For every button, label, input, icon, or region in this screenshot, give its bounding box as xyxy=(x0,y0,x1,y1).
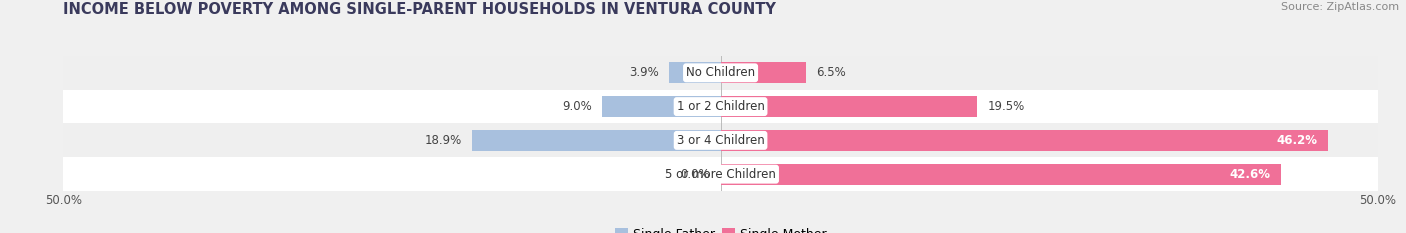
Bar xyxy=(472,130,721,151)
Bar xyxy=(602,96,721,117)
Text: 3 or 4 Children: 3 or 4 Children xyxy=(676,134,765,147)
Bar xyxy=(63,157,1378,191)
Bar xyxy=(721,62,806,83)
Bar xyxy=(721,130,1327,151)
Text: 18.9%: 18.9% xyxy=(425,134,461,147)
Legend: Single Father, Single Mother: Single Father, Single Mother xyxy=(610,223,831,233)
Text: 0.0%: 0.0% xyxy=(681,168,710,181)
Bar xyxy=(63,123,1378,157)
Bar xyxy=(721,164,1281,185)
Text: No Children: No Children xyxy=(686,66,755,79)
Text: Source: ZipAtlas.com: Source: ZipAtlas.com xyxy=(1281,2,1399,12)
Text: 6.5%: 6.5% xyxy=(817,66,846,79)
Text: 9.0%: 9.0% xyxy=(562,100,592,113)
Text: INCOME BELOW POVERTY AMONG SINGLE-PARENT HOUSEHOLDS IN VENTURA COUNTY: INCOME BELOW POVERTY AMONG SINGLE-PARENT… xyxy=(63,2,776,17)
Text: 1 or 2 Children: 1 or 2 Children xyxy=(676,100,765,113)
Text: 19.5%: 19.5% xyxy=(987,100,1025,113)
Bar xyxy=(721,96,977,117)
Text: 3.9%: 3.9% xyxy=(628,66,659,79)
Bar xyxy=(63,56,1378,90)
Bar xyxy=(669,62,721,83)
Text: 42.6%: 42.6% xyxy=(1229,168,1270,181)
Text: 5 or more Children: 5 or more Children xyxy=(665,168,776,181)
Bar xyxy=(63,90,1378,123)
Text: 46.2%: 46.2% xyxy=(1277,134,1317,147)
